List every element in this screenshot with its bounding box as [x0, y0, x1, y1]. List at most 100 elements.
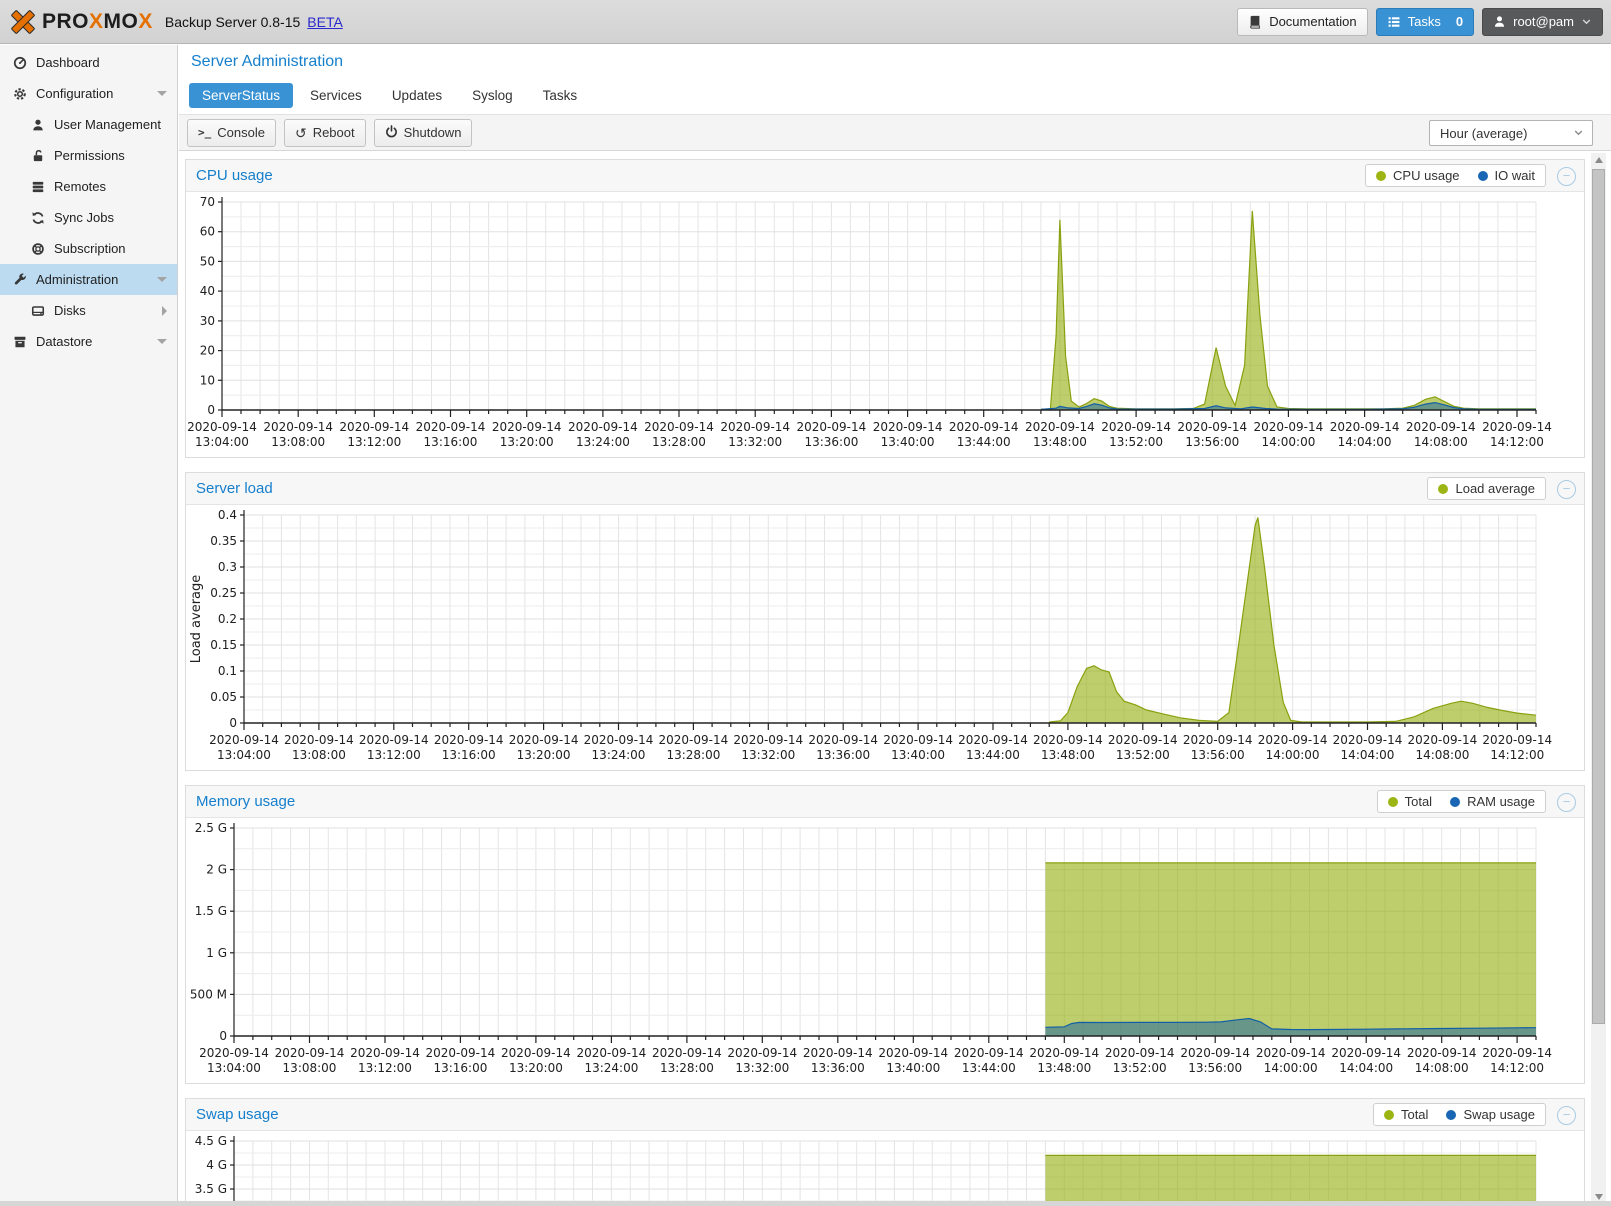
legend-item[interactable]: RAM usage [1450, 794, 1535, 809]
cpu-usage-panel: CPU usage CPU usage IO wait − 0 10 20 30 40 50… [185, 159, 1585, 458]
svg-text:0.4: 0.4 [218, 508, 237, 522]
svg-text:13:32:00: 13:32:00 [741, 748, 795, 762]
svg-text:2020-09-14: 2020-09-14 [339, 420, 409, 434]
svg-text:2.5 G: 2.5 G [195, 821, 227, 835]
svg-text:13:48:00: 13:48:00 [1033, 435, 1087, 449]
svg-text:2020-09-14: 2020-09-14 [1482, 1046, 1552, 1060]
console-button[interactable]: >_ Console [187, 118, 276, 147]
svg-text:2020-09-14: 2020-09-14 [1330, 420, 1400, 434]
legend-dot-icon [1446, 1109, 1457, 1120]
svg-text:2020-09-14: 2020-09-14 [1183, 733, 1253, 747]
shutdown-button[interactable]: Shutdown [373, 118, 473, 147]
svg-text:20: 20 [200, 344, 215, 358]
sidebar-item-subscription[interactable]: Subscription [0, 233, 177, 264]
chevron-right-icon [162, 305, 167, 316]
svg-text:2020-09-14: 2020-09-14 [1333, 733, 1403, 747]
sidebar-item-datastore[interactable]: Datastore [0, 326, 177, 357]
svg-text:2020-09-14: 2020-09-14 [350, 1046, 420, 1060]
scroll-up-arrow[interactable] [1591, 153, 1606, 168]
svg-text:2020-09-14: 2020-09-14 [434, 733, 504, 747]
svg-text:0.05: 0.05 [210, 690, 237, 704]
time-range-select[interactable]: Hour (average) [1429, 120, 1593, 146]
tab-syslog[interactable]: Syslog [472, 88, 513, 103]
legend-item[interactable]: CPU usage [1376, 168, 1460, 183]
documentation-button[interactable]: Documentation [1237, 7, 1368, 36]
vertical-scrollbar[interactable] [1591, 153, 1606, 1204]
svg-text:13:44:00: 13:44:00 [962, 1061, 1016, 1075]
sidebar-item-remotes[interactable]: Remotes [0, 171, 177, 202]
panel-title: Memory usage [196, 793, 296, 810]
sidebar-item-permissions[interactable]: Permissions [0, 140, 177, 171]
svg-text:2020-09-14: 2020-09-14 [416, 420, 486, 434]
legend-item[interactable]: Load average [1438, 481, 1535, 496]
collapse-panel-icon[interactable]: − [1557, 480, 1576, 499]
svg-text:50: 50 [200, 254, 215, 268]
svg-text:13:20:00: 13:20:00 [517, 748, 571, 762]
svg-text:14:00:00: 14:00:00 [1261, 435, 1315, 449]
svg-text:2020-09-14: 2020-09-14 [359, 733, 429, 747]
collapse-panel-icon[interactable]: − [1557, 167, 1576, 186]
reboot-button[interactable]: ↺ Reboot [283, 118, 366, 147]
cpu-usage-legend: CPU usage IO wait [1365, 164, 1546, 187]
svg-text:14:04:00: 14:04:00 [1341, 748, 1395, 762]
tab-tasks[interactable]: Tasks [542, 88, 578, 103]
reboot-icon: ↺ [294, 124, 307, 141]
svg-text:2020-09-14: 2020-09-14 [1108, 733, 1178, 747]
legend-item[interactable]: Swap usage [1446, 1107, 1535, 1122]
tab-updates[interactable]: Updates [391, 88, 443, 103]
sidebar-item-label: Subscription [54, 241, 126, 256]
panel-title: Swap usage [196, 1106, 279, 1123]
svg-text:2020-09-14: 2020-09-14 [501, 1046, 571, 1060]
sidebar-item-sync-jobs[interactable]: Sync Jobs [0, 202, 177, 233]
datastore-icon [12, 335, 28, 349]
power-icon [385, 124, 398, 141]
scroll-down-arrow[interactable] [1591, 1189, 1606, 1204]
user-icon [1493, 15, 1506, 28]
tasks-button[interactable]: Tasks 0 [1375, 7, 1475, 36]
beta-link[interactable]: BETA [307, 13, 343, 30]
legend-label: Load average [1455, 481, 1535, 496]
chevron-down-icon [1581, 16, 1592, 27]
svg-text:14:04:00: 14:04:00 [1339, 1061, 1393, 1075]
svg-text:13:12:00: 13:12:00 [367, 748, 421, 762]
svg-text:13:36:00: 13:36:00 [816, 748, 870, 762]
sidebar-item-disks[interactable]: Disks [0, 295, 177, 326]
svg-text:13:56:00: 13:56:00 [1188, 1061, 1242, 1075]
legend-item[interactable]: Total [1387, 794, 1432, 809]
scrollbar-thumb[interactable] [1592, 169, 1605, 1024]
sidebar-item-label: User Management [54, 117, 161, 132]
svg-text:2020-09-14: 2020-09-14 [644, 420, 714, 434]
tab-services[interactable]: Services [310, 88, 362, 103]
svg-text:2020-09-14: 2020-09-14 [949, 420, 1019, 434]
svg-text:13:52:00: 13:52:00 [1113, 1061, 1167, 1075]
svg-text:13:20:00: 13:20:00 [500, 435, 554, 449]
svg-text:0.3: 0.3 [218, 560, 237, 574]
legend-item[interactable]: IO wait [1477, 168, 1535, 183]
collapse-panel-icon[interactable]: − [1557, 1106, 1576, 1125]
svg-text:0.1: 0.1 [218, 664, 237, 678]
svg-text:0.15: 0.15 [210, 638, 237, 652]
legend-item[interactable]: Total [1383, 1107, 1428, 1122]
proxmox-x-icon [11, 9, 35, 34]
svg-text:2020-09-14: 2020-09-14 [492, 420, 562, 434]
tab-serverstatus[interactable]: ServerStatus [189, 83, 294, 108]
collapse-panel-icon[interactable]: − [1557, 793, 1576, 812]
svg-text:2020-09-14: 2020-09-14 [187, 420, 257, 434]
svg-text:0: 0 [207, 403, 215, 417]
svg-text:13:44:00: 13:44:00 [957, 435, 1011, 449]
sidebar-item-administration[interactable]: Administration [0, 264, 177, 295]
sidebar-item-user-management[interactable]: User Management [0, 109, 177, 140]
svg-text:2020-09-14: 2020-09-14 [263, 420, 333, 434]
server-load-legend: Load average [1427, 477, 1546, 500]
sidebar-item-dashboard[interactable]: Dashboard [0, 47, 177, 78]
memory-usage-legend: Total RAM usage [1376, 790, 1546, 813]
user-menu-button[interactable]: root@pam [1482, 7, 1603, 36]
svg-text:1 G: 1 G [206, 946, 227, 960]
sidebar-item-configuration[interactable]: Configuration [0, 78, 177, 109]
tab-bar: ServerStatus Services Updates Syslog Tasks [189, 83, 590, 108]
svg-text:13:28:00: 13:28:00 [660, 1061, 714, 1075]
legend-dot-icon [1477, 170, 1488, 181]
window-bottom-edge [0, 1201, 1611, 1206]
svg-text:60: 60 [200, 225, 215, 239]
